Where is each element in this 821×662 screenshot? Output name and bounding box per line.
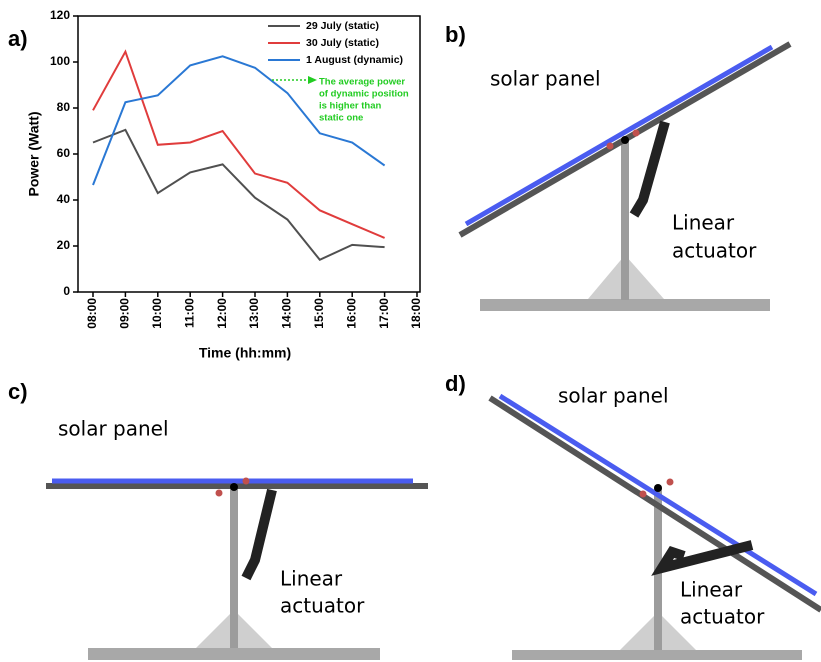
base: [88, 648, 380, 660]
x-tick-label: 16:00: [344, 298, 358, 329]
actuator-text: actuator: [280, 594, 365, 618]
x-tick-label: 12:00: [215, 298, 229, 329]
panel-label: b): [445, 22, 466, 47]
joint: [243, 478, 250, 485]
y-tick-label: 100: [50, 54, 70, 68]
panel-text: solar panel: [490, 67, 601, 91]
annotation: of dynamic position: [319, 89, 409, 100]
panel-text: solar panel: [58, 417, 169, 441]
y-tick-label: 60: [57, 146, 71, 160]
annotation: static one: [319, 113, 363, 124]
joint: [607, 143, 614, 150]
joint: [216, 490, 223, 497]
pivot: [654, 484, 662, 492]
joint: [667, 479, 674, 486]
panel-label: c): [8, 379, 28, 404]
joint: [633, 130, 640, 137]
x-tick-label: 08:00: [85, 298, 99, 329]
x-tick-label: 10:00: [150, 298, 164, 329]
actuator-text: actuator: [680, 605, 765, 629]
pivot: [621, 136, 629, 144]
base: [480, 299, 770, 311]
y-tick-label: 80: [57, 100, 71, 114]
panel-label: a): [8, 26, 28, 51]
diagram-c: solar panel Linear actuator: [46, 417, 428, 661]
x-tick-label: 15:00: [312, 298, 326, 329]
series-line: [93, 130, 385, 260]
x-tick-label: 18:00: [409, 298, 423, 329]
joint: [640, 491, 647, 498]
diagram-d: solar panel Linear actuator: [490, 384, 821, 661]
y-axis-title: Power (Watt): [26, 111, 42, 196]
base: [512, 650, 802, 660]
y-tick-label: 120: [50, 8, 70, 22]
x-tick-label: 13:00: [247, 298, 261, 329]
x-tick-label: 17:00: [377, 298, 391, 329]
actuator-text: Linear: [680, 578, 743, 602]
actuator: [246, 490, 272, 578]
post: [621, 140, 629, 300]
panel-label: d): [445, 371, 466, 396]
legend-label: 1 August (dynamic): [306, 54, 403, 66]
annotation-arrowhead: [308, 76, 317, 84]
y-tick-label: 40: [57, 192, 71, 206]
actuator-text: actuator: [672, 239, 757, 263]
legend-label: 29 July (static): [306, 20, 379, 32]
y-tick-label: 0: [63, 284, 70, 298]
post: [230, 487, 238, 648]
x-tick-label: 11:00: [182, 298, 196, 328]
figure: solar panel Linear actuator solar panel …: [0, 0, 821, 662]
x-axis-title: Time (hh:mm): [199, 345, 291, 361]
diagram-b: solar panel Linear actuator: [460, 44, 790, 311]
panel-text: solar panel: [558, 384, 669, 408]
annotation: The average power: [319, 77, 405, 88]
y-tick-label: 20: [57, 238, 71, 252]
actuator: [634, 122, 665, 215]
pivot: [230, 483, 238, 491]
annotation: is higher than: [319, 101, 381, 112]
x-tick-label: 14:00: [280, 298, 294, 329]
legend-label: 30 July (static): [306, 37, 379, 49]
actuator-text: Linear: [672, 211, 735, 235]
actuator-text: Linear: [280, 567, 343, 591]
x-tick-label: 09:00: [118, 298, 132, 329]
